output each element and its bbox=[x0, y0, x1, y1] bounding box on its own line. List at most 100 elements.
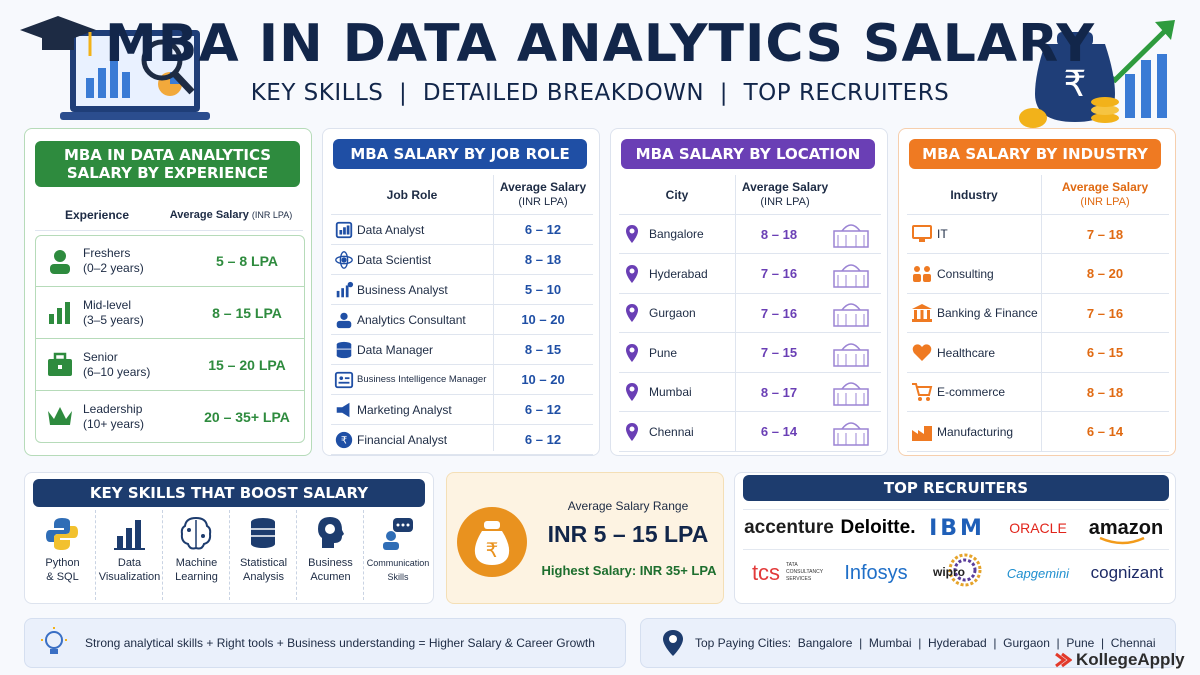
landmark-icon bbox=[821, 377, 881, 407]
oracle-logo: ORACLE bbox=[1009, 520, 1067, 536]
job-role-name: Data Analyst bbox=[357, 222, 425, 237]
salary-range-value: INR 5 – 15 LPA bbox=[547, 521, 709, 547]
experience-row: Leadership (10+ years) 20 – 35+ LPA bbox=[35, 391, 305, 443]
experience-panel: MBA IN DATA ANALYTICS SALARY BY EXPERIEN… bbox=[24, 128, 312, 456]
location-row: Hyderabad 7 – 16 bbox=[619, 255, 881, 294]
svg-text:₹: ₹ bbox=[1064, 64, 1087, 105]
experience-salary: 15 – 20 LPA bbox=[208, 356, 286, 373]
skill-label: Communication bbox=[366, 558, 430, 568]
skill-label-line2: Visualization bbox=[98, 571, 161, 583]
industry-row: Consulting 8 – 20 bbox=[907, 255, 1169, 294]
location-row: Pune 7 – 15 bbox=[619, 334, 881, 373]
location-pin-icon bbox=[619, 382, 645, 402]
industry-row: Banking & Finance 7 – 16 bbox=[907, 294, 1169, 333]
industry-salary-unit: (INR LPA) bbox=[1080, 195, 1130, 208]
head-gear-icon bbox=[298, 510, 363, 556]
megaphone-icon bbox=[331, 400, 357, 420]
infosys-logo: Infosys bbox=[844, 561, 908, 584]
jobrole-table-header: Job Role Average Salary (INR LPA) bbox=[331, 175, 593, 215]
database-icon bbox=[331, 340, 357, 360]
skill-label: Data bbox=[117, 557, 142, 569]
salary-col-unit: (INR LPA) bbox=[251, 209, 293, 220]
location-pin-icon bbox=[619, 303, 645, 323]
location-row: Gurgaon 7 – 16 bbox=[619, 294, 881, 333]
landmark-icon bbox=[821, 259, 881, 289]
skill-label-line2: & SQL bbox=[46, 571, 79, 583]
city-salary: 7 – 16 bbox=[760, 266, 798, 281]
jobrole-row: Business Analyst 5 – 10 bbox=[331, 275, 593, 305]
experience-years: (3–5 years) bbox=[83, 312, 144, 327]
column-divider bbox=[735, 175, 736, 451]
industry-salary: 6 – 15 bbox=[1086, 345, 1124, 360]
landmark-icon bbox=[821, 417, 881, 447]
industry-salary: 6 – 14 bbox=[1086, 424, 1124, 439]
salary-range-label: Average Salary Range bbox=[567, 499, 689, 513]
industry-row: Healthcare 6 – 15 bbox=[907, 334, 1169, 373]
jobrole-row: Marketing Analyst 6 – 12 bbox=[331, 395, 593, 425]
job-role-salary: 5 – 10 bbox=[524, 282, 562, 297]
top-cities-bar: Top Paying Cities: Bangalore | Mumbai | … bbox=[640, 618, 1176, 668]
industry-panel-title: MBA SALARY BY INDUSTRY bbox=[909, 139, 1161, 169]
city-name: Chennai bbox=[649, 424, 694, 439]
page-subtitle: KEY SKILLS | DETAILED BREAKDOWN | TOP RE… bbox=[250, 80, 950, 106]
page-title: MBA IN DATA ANALYTICS SALARY bbox=[105, 14, 1095, 74]
database-icon bbox=[231, 510, 296, 556]
location-row: Chennai 6 – 14 bbox=[619, 413, 881, 452]
experience-level: Freshers bbox=[83, 245, 131, 260]
svg-text:₹: ₹ bbox=[486, 538, 499, 562]
highest-salary: Highest Salary: INR 35+ LPA bbox=[541, 563, 717, 578]
column-divider bbox=[1041, 175, 1042, 451]
job-role-salary: 8 – 18 bbox=[524, 252, 562, 267]
industry-salary: 8 – 18 bbox=[1086, 384, 1124, 400]
experience-col-header: Experience bbox=[64, 207, 130, 222]
location-table-header: City Average Salary (INR LPA) bbox=[619, 175, 881, 215]
location-pin-icon bbox=[663, 630, 683, 656]
recruiters-panel-title: TOP RECRUITERS bbox=[743, 475, 1169, 501]
cognizant-logo: cognizant bbox=[1090, 563, 1164, 582]
skill-label: Business bbox=[308, 557, 353, 569]
experience-row: Freshers (0–2 years) 5 – 8 LPA bbox=[35, 235, 305, 287]
experience-label: Leadership (10+ years) bbox=[79, 402, 189, 432]
cart-icon bbox=[907, 381, 937, 403]
jobrole-row: Data Manager 8 – 15 bbox=[331, 335, 593, 365]
city-name: Gurgaon bbox=[649, 306, 696, 320]
job-role-name: Business Analyst bbox=[357, 282, 448, 297]
city-name: Pune bbox=[649, 345, 678, 360]
industry-name: Healthcare bbox=[937, 345, 996, 360]
person-icon bbox=[331, 310, 357, 330]
jobrole-col-header: Job Role bbox=[386, 187, 438, 202]
jobrole-row: Data Scientist 8 – 18 bbox=[331, 245, 593, 275]
python-icon bbox=[30, 510, 95, 556]
job-role-name: Analytics Consultant bbox=[357, 312, 466, 327]
location-pin-icon bbox=[619, 422, 645, 442]
industry-name: E-commerce bbox=[937, 385, 1006, 399]
location-col-header: City bbox=[665, 187, 689, 202]
skill-label-line2: Analysis bbox=[243, 571, 284, 583]
jobrole-row: Data Analyst 6 – 12 bbox=[331, 215, 593, 245]
job-role-name: Data Scientist bbox=[357, 252, 432, 267]
location-pin-icon bbox=[619, 224, 645, 244]
atom-icon bbox=[331, 250, 357, 270]
city-name: Bangalore bbox=[649, 227, 704, 241]
tip-text: Strong analytical skills + Right tools +… bbox=[85, 636, 595, 650]
jobrole-salary-header: Average Salary bbox=[499, 179, 587, 194]
landmark-icon bbox=[821, 219, 881, 249]
industry-row: Manufacturing 6 – 14 bbox=[907, 413, 1169, 452]
experience-salary: 20 – 35+ LPA bbox=[204, 409, 290, 425]
skill-item: Business Acumen bbox=[298, 510, 364, 600]
job-role-name: Financial Analyst bbox=[357, 432, 448, 447]
money-bag-illustration: ₹ bbox=[1019, 20, 1175, 128]
job-role-salary: 6 – 12 bbox=[524, 432, 562, 447]
experience-level: Mid-level bbox=[83, 297, 132, 312]
jobrole-row: ₹ Financial Analyst 6 – 12 bbox=[331, 425, 593, 455]
city-name: Hyderabad bbox=[649, 266, 708, 281]
location-pin-icon bbox=[619, 264, 645, 284]
ibm-logo: IBM bbox=[929, 515, 985, 541]
city-salary: 8 – 18 bbox=[760, 226, 798, 242]
experience-salary: 5 – 8 LPA bbox=[216, 252, 278, 269]
chart-icon bbox=[331, 220, 357, 240]
job-role-salary: 10 – 20 bbox=[521, 372, 565, 387]
industry-panel: MBA SALARY BY INDUSTRY Industry Average … bbox=[898, 128, 1176, 456]
skills-panel-title: KEY SKILLS THAT BOOST SALARY bbox=[33, 479, 425, 507]
job-role-salary: 10 – 20 bbox=[521, 312, 565, 327]
